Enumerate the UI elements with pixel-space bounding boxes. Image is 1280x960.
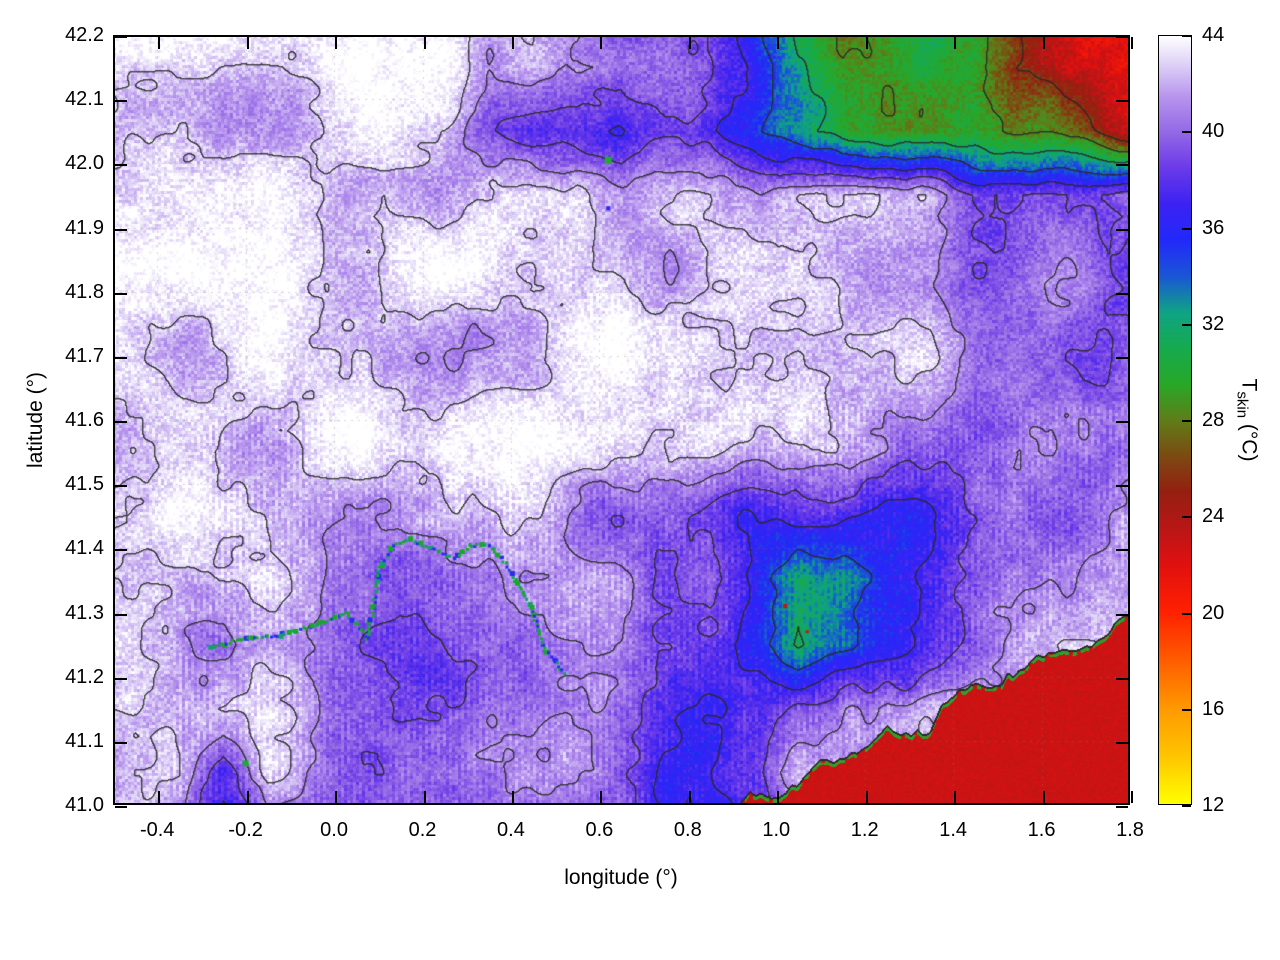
y-axis-label: latitude (°) — [24, 372, 47, 468]
x-tick-label: 1.4 — [939, 819, 968, 841]
x-tick-label: -0.2 — [228, 819, 263, 841]
colorbar-tick-label: 36 — [1202, 216, 1225, 239]
colorbar-tick-mark — [1182, 612, 1191, 615]
x-tick-label: 0.2 — [408, 819, 437, 841]
colorbar-tick-mark — [1182, 708, 1191, 711]
colorbar-tick-label: 40 — [1202, 120, 1225, 143]
x-tick-label: 1.6 — [1027, 819, 1056, 841]
y-tick-label: 42.2 — [65, 24, 104, 46]
x-tick-label: 1.2 — [850, 819, 879, 841]
colorbar-tick-label: 12 — [1202, 794, 1225, 816]
x-tick-label: -0.4 — [139, 819, 175, 841]
y-tick-label: 42.1 — [65, 88, 104, 111]
y-tick-label: 41.2 — [65, 665, 104, 688]
colorbar-tick-mark — [1182, 323, 1191, 326]
y-tick-label: 41.1 — [65, 729, 104, 752]
colorbar-tick-mark — [1182, 420, 1191, 422]
y-tick-mark — [115, 806, 127, 808]
y-tick-label: 41.7 — [65, 344, 104, 367]
x-tick-label: 1.0 — [762, 819, 791, 841]
y-tick-mark — [1116, 806, 1128, 808]
colorbar-label: Tskin (°C) — [1233, 379, 1260, 462]
colorbar-tick-mark — [1182, 227, 1191, 230]
colorbar-tick-mark — [1182, 35, 1191, 37]
colorbar-tick-label: 16 — [1202, 697, 1225, 720]
colorbar-label-unit: (°C) — [1237, 418, 1261, 462]
colorbar-label-main: T — [1237, 378, 1261, 392]
colorbar-label-sub: skin — [1233, 391, 1251, 419]
colorbar-tick-mark — [1182, 516, 1191, 519]
colorbar-tick-label: 20 — [1202, 601, 1225, 624]
y-tick-label: 41.8 — [65, 280, 104, 303]
colorbar — [1158, 35, 1192, 807]
x-tick-label: 0.6 — [585, 819, 614, 841]
y-tick-label: 42.0 — [65, 152, 104, 175]
y-tick-label: 41.5 — [65, 473, 104, 496]
x-tick-label: 0.4 — [497, 819, 525, 841]
y-tick-label: 41.3 — [65, 601, 104, 624]
y-tick-label: 41.0 — [65, 794, 104, 816]
x-tick-label: 0.0 — [320, 819, 348, 841]
x-tick-label: 0.8 — [673, 819, 702, 841]
heatmap-canvas — [113, 35, 1130, 805]
colorbar-tick-label: 28 — [1202, 409, 1225, 431]
y-tick-label: 41.4 — [65, 537, 104, 560]
x-tick-label: 1.8 — [1116, 819, 1144, 841]
y-tick-label: 41.9 — [65, 216, 104, 239]
x-axis-label: longitude (°) — [564, 866, 678, 889]
x-tick-mark — [1131, 37, 1133, 49]
colorbar-tick-label: 32 — [1202, 312, 1225, 335]
x-tick-mark — [1131, 791, 1133, 803]
colorbar-tick-label: 24 — [1202, 505, 1225, 528]
colorbar-tick-mark — [1182, 131, 1191, 134]
colorbar-tick-mark — [1182, 805, 1191, 807]
y-tick-label: 41.6 — [65, 409, 104, 431]
colorbar-tick-label: 44 — [1202, 24, 1225, 46]
